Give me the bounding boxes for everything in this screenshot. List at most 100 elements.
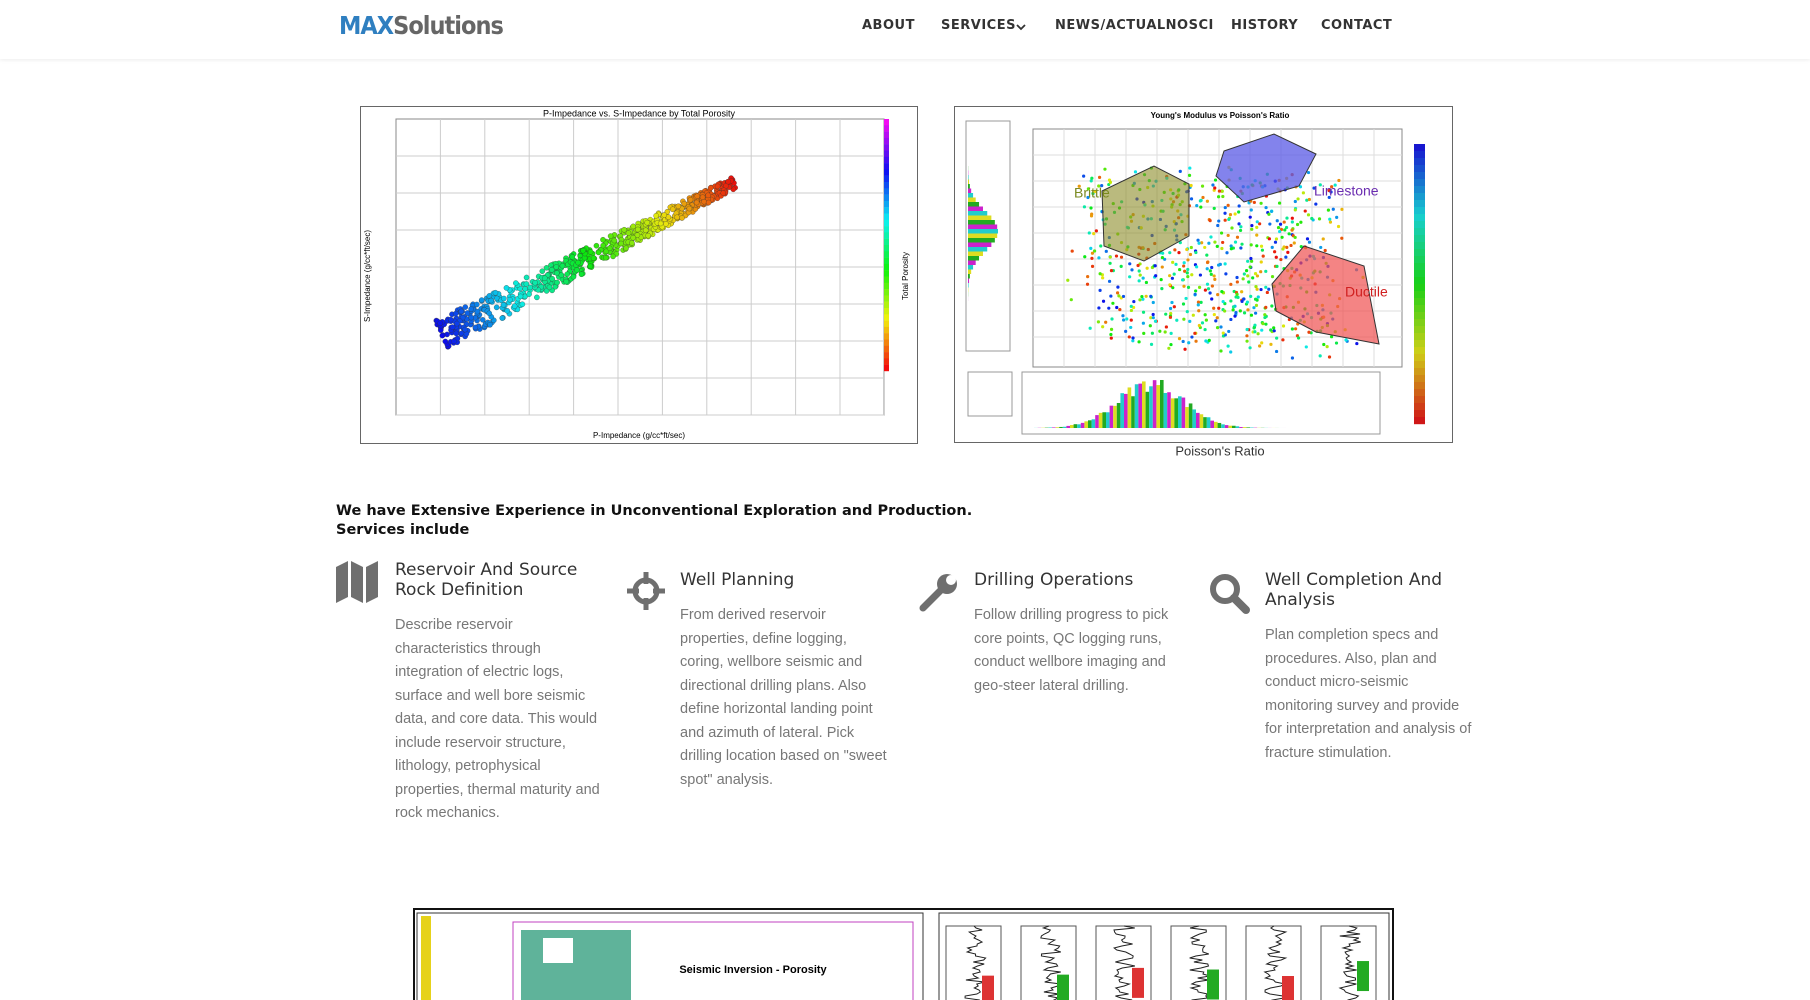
image-point — [1245, 327, 1249, 332]
image-colorbar — [1414, 354, 1425, 362]
image-point — [1245, 334, 1249, 338]
image-point — [675, 203, 682, 209]
figure-image: P-Impedance vs. S-Impedance by Total Por… — [360, 106, 918, 444]
image-point — [1118, 307, 1122, 312]
image-colorbar — [884, 131, 889, 139]
image-point — [1170, 276, 1174, 280]
image-point — [1284, 225, 1289, 230]
panel — [416, 912, 924, 1000]
image-point — [542, 275, 548, 281]
image-point — [1261, 254, 1265, 258]
image-point — [474, 308, 481, 315]
image-histogram — [1106, 412, 1110, 428]
image-point — [1088, 326, 1092, 330]
image-histogram — [1059, 426, 1063, 428]
image-point — [1251, 276, 1255, 280]
image-point — [1213, 186, 1217, 190]
image-point — [1233, 212, 1237, 216]
image-point — [1169, 311, 1173, 316]
axis-label: S-Impedance (g/cc*ft/sec) — [363, 230, 372, 322]
image-point — [1090, 264, 1095, 268]
image-point — [1171, 286, 1175, 290]
image-colorbar — [884, 232, 889, 239]
image-point — [1142, 331, 1146, 335]
image-colorbar — [884, 188, 889, 195]
service: Drilling Operations Follow drilling progr… — [974, 570, 1186, 698]
image-colorbar — [884, 289, 889, 296]
figure-title: P-Impedance vs. S-Impedance by Total Por… — [543, 108, 735, 118]
nav-link[interactable]: NEWS/ACTUALNOSCI — [1055, 18, 1214, 33]
image-point — [1219, 349, 1223, 353]
image-histogram — [968, 175, 969, 180]
image-point — [1182, 284, 1186, 288]
nav-link[interactable]: SERVICES — [941, 18, 1016, 33]
image-histogram — [968, 215, 992, 220]
image-point — [1246, 308, 1250, 312]
image-point — [1195, 265, 1199, 269]
nav-link[interactable]: CONTACT — [1321, 18, 1393, 33]
image-histogram — [968, 197, 976, 202]
image-point — [1255, 287, 1259, 291]
image-histogram — [968, 193, 974, 198]
image-point — [1248, 215, 1252, 219]
image-point — [1148, 324, 1152, 328]
image-point — [1328, 220, 1333, 224]
image-colorbar — [1414, 200, 1425, 208]
image-point — [1210, 284, 1214, 288]
image-point — [1229, 247, 1233, 251]
image-point — [1253, 272, 1258, 276]
image-histogram — [1080, 422, 1085, 428]
image-point — [1229, 350, 1233, 354]
image-point — [1265, 290, 1269, 295]
image-colorbar — [1414, 312, 1425, 320]
image-point — [1150, 331, 1154, 335]
image-point — [439, 332, 446, 339]
image-point — [1292, 241, 1296, 245]
image-point — [1199, 205, 1203, 209]
image-point — [1223, 309, 1227, 313]
image-histogram — [1206, 417, 1211, 428]
image-point — [1185, 271, 1189, 275]
image-point — [1199, 198, 1203, 202]
image-point — [1194, 339, 1198, 343]
image-histogram — [1221, 424, 1225, 428]
image-point — [1159, 277, 1163, 282]
image-colorbar — [884, 270, 889, 277]
image-colorbar — [884, 345, 889, 353]
image-point — [1196, 300, 1201, 304]
image-point — [1168, 315, 1173, 319]
image-point — [1334, 341, 1339, 345]
image-colorbar — [884, 213, 889, 220]
image-point — [1293, 208, 1297, 212]
region — [1271, 245, 1380, 345]
log-curve — [1113, 925, 1136, 1000]
image-point — [1117, 294, 1121, 298]
logo[interactable]: MAXSolutions — [339, 11, 504, 40]
image-point — [593, 242, 600, 249]
image-point — [1242, 297, 1246, 301]
image-histogram — [1203, 417, 1207, 428]
image-point — [1132, 299, 1136, 304]
image-point — [1172, 305, 1176, 309]
image-point — [1178, 267, 1182, 272]
log-curve — [1189, 925, 1210, 1000]
image-point — [1227, 217, 1231, 222]
image-point — [1290, 220, 1294, 224]
image-point — [1160, 287, 1164, 291]
image-point — [1327, 355, 1332, 359]
image-point — [448, 316, 454, 323]
image-point — [1181, 339, 1185, 344]
nav-link[interactable]: HISTORY — [1231, 18, 1299, 33]
image-colorbar — [1414, 235, 1425, 243]
image-point — [707, 185, 714, 191]
image-point — [1269, 342, 1273, 346]
image-point — [1314, 202, 1318, 206]
image-point — [1305, 237, 1310, 241]
image-point — [1278, 229, 1282, 234]
image-point — [687, 196, 694, 203]
image-point — [1335, 215, 1339, 220]
figure-title: Young's Modulus vs Poisson's Ratio — [1151, 111, 1290, 120]
image-point — [1258, 222, 1262, 226]
nav-link[interactable]: ABOUT — [862, 18, 915, 33]
